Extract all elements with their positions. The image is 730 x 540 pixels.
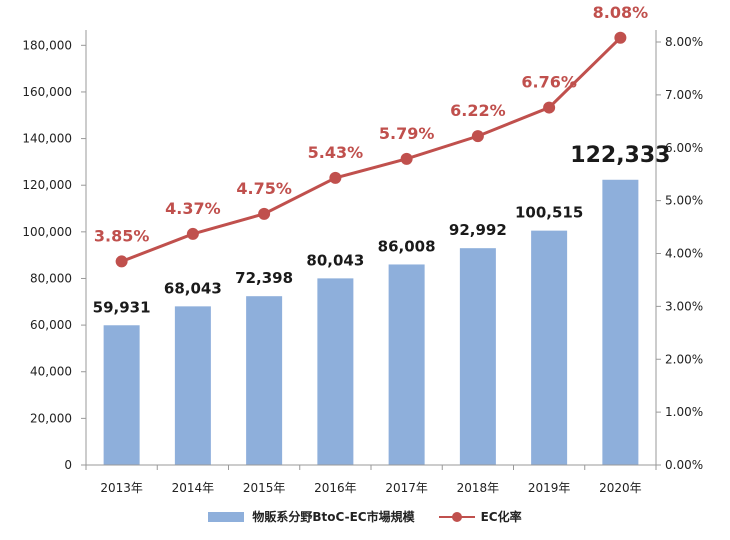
x-tick-label: 2018年 [457, 481, 500, 495]
bar-value-label: 59,931 [93, 298, 151, 316]
bar-value-label: 86,008 [378, 237, 436, 255]
left-tick-label: 120,000 [22, 178, 72, 192]
bar [246, 296, 283, 465]
bar-value-label: 100,515 [515, 204, 583, 222]
bar [602, 179, 639, 466]
bar [174, 306, 211, 465]
left-tick-label: 160,000 [22, 85, 72, 99]
legend-item-line: EC化率 [438, 508, 522, 525]
left-tick-label: 20,000 [30, 411, 72, 425]
x-tick-label: 2019年 [528, 481, 571, 495]
right-tick-label: 4.00% [665, 247, 703, 261]
x-tick-label: 2015年 [243, 481, 286, 495]
x-tick-label: 2013年 [100, 481, 143, 495]
legend-line-label: EC化率 [480, 510, 522, 524]
ec-rate-label: 8.08% [593, 3, 649, 22]
bar-value-label: 92,992 [449, 221, 507, 239]
right-tick-label: 5.00% [665, 194, 703, 208]
legend-line-swatch [438, 511, 475, 522]
legend-item-bar: 物販系分野BtoC-EC市場規模 [208, 508, 415, 525]
bar [317, 278, 354, 465]
left-tick-label: 40,000 [30, 365, 72, 379]
left-tick-label: 180,000 [22, 38, 72, 52]
data-labels: 59,931 68,043 72,398 80,043 86,008 92,992 100,… [93, 3, 671, 316]
ec-rate-line [121, 36, 622, 263]
right-tick-label: 0.00% [665, 458, 703, 472]
x-tick-label: 2020年 [599, 481, 642, 495]
left-tick-label: 60,000 [30, 318, 72, 332]
ec-rate-point [400, 152, 413, 165]
ec-rate-label: 6.76% [521, 73, 577, 92]
ec-rate-point [329, 171, 342, 184]
right-tick-label: 8.00% [665, 35, 703, 49]
x-tick-label: 2017年 [385, 481, 428, 495]
ec-rate-label: 5.79% [379, 124, 435, 143]
axes: 0 20,000 40,000 60,000 80,000 100,000 120,000 1… [22, 30, 703, 495]
bar [103, 325, 140, 465]
ec-rate-label: 6.22% [450, 101, 506, 120]
ec-rate-label: 3.85% [94, 226, 150, 245]
bar-value-label: 122,333 [570, 143, 670, 168]
left-tick-label: 100,000 [22, 225, 72, 239]
right-tick-label: 3.00% [665, 299, 703, 313]
ec-rate-point [258, 207, 271, 220]
legend-bar-swatch [208, 511, 245, 522]
left-tick-label: 80,000 [30, 271, 72, 285]
right-tick-label: 7.00% [665, 88, 703, 102]
right-tick-label: 2.00% [665, 352, 703, 366]
bar [531, 230, 568, 465]
bar-value-label: 80,043 [306, 251, 364, 269]
ec-rate-point [471, 130, 484, 143]
ec-rate-label: 4.75% [236, 179, 292, 198]
ec-rate-point [186, 227, 199, 240]
bar [459, 248, 496, 465]
ec-rate-label: 4.37% [165, 199, 221, 218]
right-tick-label: 6.00% [665, 141, 703, 155]
ec-rate-label: 5.43% [308, 143, 364, 162]
bar-value-label: 72,398 [235, 269, 293, 287]
bar-series [103, 179, 639, 466]
legend: 物販系分野BtoC-EC市場規模 EC化率 [0, 508, 730, 525]
left-tick-label: 140,000 [22, 132, 72, 146]
left-tick-label: 0 [64, 458, 72, 472]
x-tick-label: 2014年 [172, 481, 215, 495]
x-tick-label: 2016年 [314, 481, 357, 495]
ec-rate-point [543, 101, 556, 114]
line-series [115, 31, 627, 268]
ec-rate-point [115, 255, 128, 268]
ec-rate-point [614, 31, 627, 44]
bar-value-label: 68,043 [164, 279, 222, 297]
right-tick-label: 1.00% [665, 405, 703, 419]
chart-canvas: 0 20,000 40,000 60,000 80,000 100,000 120,000 1… [22, 3, 703, 495]
bar [388, 264, 425, 465]
legend-bar-label: 物販系分野BtoC-EC市場規模 [252, 510, 415, 524]
